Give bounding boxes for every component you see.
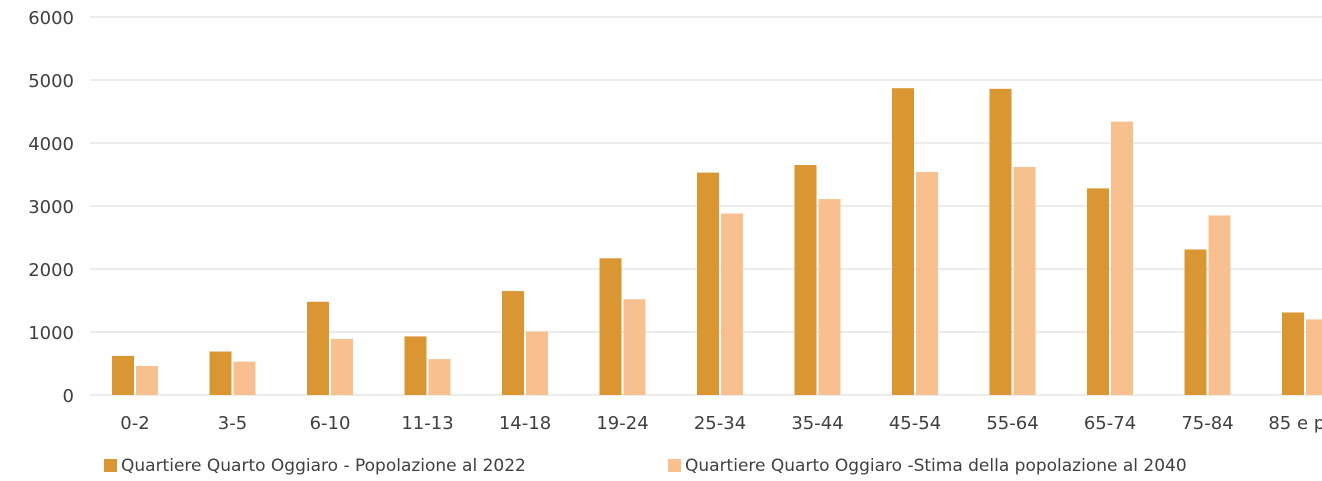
- x-tick-label-0-2: 0-2: [120, 413, 149, 434]
- bar-series1-45-54: [892, 88, 914, 395]
- legend-swatch-2: [668, 459, 681, 472]
- bar-series2-35-44: [818, 199, 841, 395]
- legend: Quartiere Quarto Oggiaro - Popolazione a…: [104, 456, 1187, 476]
- bar-series2-45-54: [916, 171, 938, 395]
- x-tick-label-65-74: 65-74: [1084, 413, 1136, 434]
- bar-series2-14-18: [526, 331, 548, 395]
- bar-series1-75-84: [1184, 249, 1207, 395]
- x-tick-label-6-10: 6-10: [310, 413, 351, 434]
- x-tick-label-55-64: 55-64: [986, 413, 1038, 434]
- x-tick-label-19-24: 19-24: [596, 413, 648, 434]
- y-tick-label-6000: 6000: [28, 8, 74, 29]
- bar-series2-25-34: [721, 213, 743, 395]
- bar-series1-3-5: [209, 351, 232, 395]
- y-tick-label-5000: 5000: [28, 71, 74, 92]
- bar-series1-6-10: [307, 301, 329, 395]
- bar-series1-55-64: [989, 88, 1012, 395]
- bar-series2-55-64: [1013, 166, 1036, 395]
- bar-series2-65-74: [1111, 121, 1133, 395]
- bar-series1-0-2: [112, 355, 134, 395]
- bar-series1-25-34: [697, 172, 719, 395]
- bar-series2-0-2: [136, 366, 158, 395]
- y-axis-tick-labels: 0 1000 2000 3000 4000 5000 6000: [28, 8, 74, 407]
- x-tick-label-85-e-più: 85 e più: [1268, 413, 1322, 434]
- bar-series1-11-13: [404, 336, 427, 395]
- y-tick-label-4000: 4000: [28, 134, 74, 155]
- bar-series1-65-74: [1087, 188, 1109, 395]
- bar-series2-3-5: [233, 361, 256, 395]
- bars: [112, 88, 1322, 395]
- bar-series2-11-13: [428, 359, 451, 395]
- x-tick-label-25-34: 25-34: [694, 413, 746, 434]
- bar-series1-35-44: [794, 165, 817, 395]
- x-tick-label-3-5: 3-5: [218, 413, 247, 434]
- legend-label-2: Quartiere Quarto Oggiaro -Stima della po…: [685, 456, 1187, 476]
- bar-series2-75-84: [1208, 215, 1231, 395]
- y-tick-label-0: 0: [63, 386, 74, 407]
- y-tick-label-1000: 1000: [28, 323, 74, 344]
- bar-series1-14-18: [502, 291, 524, 395]
- x-tick-label-11-13: 11-13: [401, 413, 453, 434]
- legend-swatch-1: [104, 459, 117, 472]
- x-tick-label-75-84: 75-84: [1181, 413, 1233, 434]
- x-axis-tick-labels: 0-2 3-5 6-10 11-13 14-18 19-24 25-34 35-44 45-54…: [120, 413, 1322, 434]
- bar-series2-19-24: [623, 299, 646, 395]
- bar-series1-85-e-più: [1282, 312, 1304, 395]
- x-tick-label-14-18: 14-18: [499, 413, 551, 434]
- bar-series2-6-10: [331, 338, 353, 395]
- x-tick-label-35-44: 35-44: [791, 413, 843, 434]
- legend-label-1: Quartiere Quarto Oggiaro - Popolazione a…: [121, 456, 526, 476]
- bar-series1-19-24: [599, 258, 622, 395]
- y-tick-label-3000: 3000: [28, 197, 74, 218]
- bar-series2-85-e-più: [1306, 319, 1322, 395]
- x-tick-label-45-54: 45-54: [889, 413, 941, 434]
- y-tick-label-2000: 2000: [28, 260, 74, 281]
